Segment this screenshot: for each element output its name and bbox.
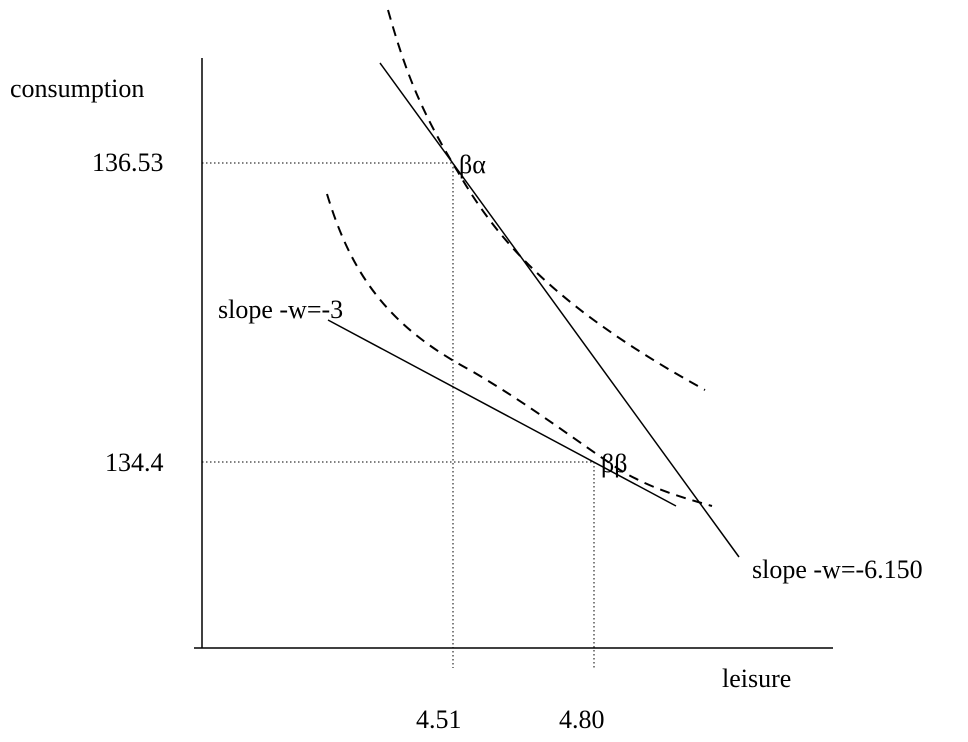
x-tick-label: 4.80 — [559, 705, 605, 734]
indifference-curve-lower — [326, 193, 713, 507]
indifference-curve-upper — [387, 9, 706, 391]
point-label: βα — [459, 150, 486, 179]
budget-line-label: slope -w=-3 — [218, 295, 344, 324]
y-tick-label: 136.53 — [92, 148, 164, 177]
y-tick-label: 134.4 — [105, 448, 164, 477]
x-axis-label: leisure — [722, 664, 792, 693]
budget-line-label: slope -w=-6.150 — [752, 555, 923, 584]
point-label: ββ — [601, 449, 628, 478]
y-axis-label: consumption — [10, 74, 145, 103]
x-tick-label: 4.51 — [416, 705, 462, 734]
budget-line-steep — [379, 62, 740, 558]
budget-line-flat — [327, 319, 677, 507]
